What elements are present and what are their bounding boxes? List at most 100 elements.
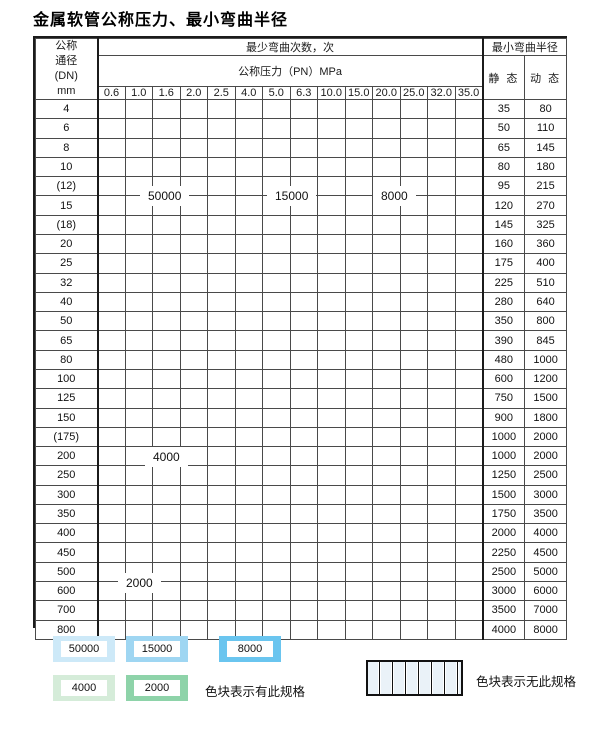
cell-32-6-3 bbox=[289, 272, 318, 293]
row-dynamic-radius: 1500 bbox=[524, 388, 568, 409]
cell-50-10-0 bbox=[317, 311, 346, 332]
row-dynamic-radius: 4500 bbox=[524, 542, 568, 563]
cell-20-4-0 bbox=[234, 233, 263, 255]
row-dn-12: (12) bbox=[35, 176, 99, 197]
cell-18-2-5 bbox=[207, 214, 236, 235]
cell-40-15-0 bbox=[344, 291, 373, 313]
cell-100-10-0 bbox=[317, 368, 346, 390]
cell-175-15-0 bbox=[344, 426, 373, 448]
cell-175-6-3 bbox=[289, 426, 318, 448]
cell-400-15-0 bbox=[344, 523, 373, 544]
callout-8000: 8000 bbox=[373, 186, 416, 206]
row-dynamic-radius: 1000 bbox=[524, 349, 568, 370]
cell-8-2-5 bbox=[207, 137, 236, 158]
legend-no-spec-swatch bbox=[366, 660, 463, 696]
row-static-radius: 280 bbox=[482, 291, 526, 313]
cell-300-35-0 bbox=[454, 484, 484, 505]
cell-20-1-0 bbox=[124, 233, 153, 255]
cell-15-35-0 bbox=[454, 195, 484, 216]
row-static-radius: 4000 bbox=[482, 619, 526, 641]
cell-100-1-0 bbox=[124, 368, 153, 390]
row-dn-100: 100 bbox=[35, 368, 99, 390]
cell-450-1-6 bbox=[152, 542, 181, 563]
cell-8-25-0 bbox=[399, 137, 428, 158]
row-static-radius: 2500 bbox=[482, 561, 526, 583]
legend-chip-15000-label: 15000 bbox=[134, 641, 180, 657]
row-static-radius: 80 bbox=[482, 156, 526, 178]
cell-450-0-6 bbox=[97, 542, 126, 563]
legend-has-spec-text: 色块表示有此规格 bbox=[205, 685, 306, 699]
table-head: 公称 通径 (DN) mm 最少弯曲次数，次 最小弯曲半径 公称压力（PN）MP… bbox=[35, 38, 568, 100]
cell-150-20-0 bbox=[372, 407, 401, 428]
cell-350-10-0 bbox=[317, 503, 346, 525]
cell-200-4-0 bbox=[234, 446, 263, 467]
cell-32-32-0 bbox=[427, 272, 456, 293]
cell-125-20-0 bbox=[372, 388, 401, 409]
cell-6-20-0 bbox=[372, 118, 401, 139]
cell-10-20-0 bbox=[372, 156, 401, 178]
cell-65-20-0 bbox=[372, 330, 401, 351]
row-static-radius: 480 bbox=[482, 349, 526, 370]
cell-40-2-5 bbox=[207, 291, 236, 313]
row-dn-50: 50 bbox=[35, 311, 99, 332]
legend-chip-8000-label: 8000 bbox=[227, 641, 273, 657]
cell-800-6-3 bbox=[289, 619, 318, 641]
callout-4000: 4000 bbox=[145, 447, 188, 467]
cell-700-35-0 bbox=[454, 600, 484, 621]
cell-4-25-0 bbox=[399, 98, 428, 120]
cell-4-15-0 bbox=[344, 98, 373, 120]
table-row: 200 1000 2000 bbox=[35, 446, 568, 467]
cell-20-0-6 bbox=[97, 233, 126, 255]
cell-700-5-0 bbox=[262, 600, 291, 621]
row-static-radius: 65 bbox=[482, 137, 526, 158]
cell-700-2-0 bbox=[179, 600, 208, 621]
row-dynamic-radius: 215 bbox=[524, 176, 568, 197]
cell-700-1-0 bbox=[124, 600, 153, 621]
cell-18-6-3 bbox=[289, 214, 318, 235]
cell-500-5-0 bbox=[262, 561, 291, 583]
cell-175-0-6 bbox=[97, 426, 126, 448]
cell-40-10-0 bbox=[317, 291, 346, 313]
row-dynamic-radius: 4000 bbox=[524, 523, 568, 544]
cell-4-2-0 bbox=[179, 98, 208, 120]
cell-800-32-0 bbox=[427, 619, 456, 641]
row-dynamic-radius: 7000 bbox=[524, 600, 568, 621]
cell-65-35-0 bbox=[454, 330, 484, 351]
cell-8-5-0 bbox=[262, 137, 291, 158]
cell-65-6-3 bbox=[289, 330, 318, 351]
cell-25-32-0 bbox=[427, 253, 456, 274]
row-dn-150: 150 bbox=[35, 407, 99, 428]
cell-25-25-0 bbox=[399, 253, 428, 274]
cell-350-5-0 bbox=[262, 503, 291, 525]
table-row: 80 480 1000 bbox=[35, 349, 568, 370]
cell-125-4-0 bbox=[234, 388, 263, 409]
row-dynamic-radius: 145 bbox=[524, 137, 568, 158]
cell-300-5-0 bbox=[262, 484, 291, 505]
cell-150-2-0 bbox=[179, 407, 208, 428]
cell-600-32-0 bbox=[427, 581, 456, 602]
cell-65-25-0 bbox=[399, 330, 428, 351]
callout-2000: 2000 bbox=[118, 573, 161, 593]
row-dynamic-radius: 270 bbox=[524, 195, 568, 216]
cell-350-35-0 bbox=[454, 503, 484, 525]
cell-700-20-0 bbox=[372, 600, 401, 621]
cell-10-4-0 bbox=[234, 156, 263, 178]
table-row: 15 120 270 bbox=[35, 195, 568, 216]
cell-10-32-0 bbox=[427, 156, 456, 178]
cell-125-1-6 bbox=[152, 388, 181, 409]
cell-4-35-0 bbox=[454, 98, 484, 120]
header-nominal-pressure: 公称压力（PN）MPa bbox=[96, 55, 484, 87]
header-pressure-2-5: 2.5 bbox=[207, 86, 236, 100]
cell-6-4-0 bbox=[234, 118, 263, 139]
cell-600-35-0 bbox=[454, 581, 484, 602]
row-dynamic-radius: 2500 bbox=[524, 465, 568, 486]
cell-15-2-5 bbox=[207, 195, 236, 216]
row-dn-6: 6 bbox=[35, 118, 99, 139]
cell-800-2-5 bbox=[207, 619, 236, 641]
cell-200-32-0 bbox=[427, 446, 456, 467]
cell-20-6-3 bbox=[289, 233, 318, 255]
cell-18-5-0 bbox=[262, 214, 291, 235]
cell-10-15-0 bbox=[344, 156, 373, 178]
legend-chip-8000: 8000 bbox=[219, 636, 281, 662]
cell-50-6-3 bbox=[289, 311, 318, 332]
